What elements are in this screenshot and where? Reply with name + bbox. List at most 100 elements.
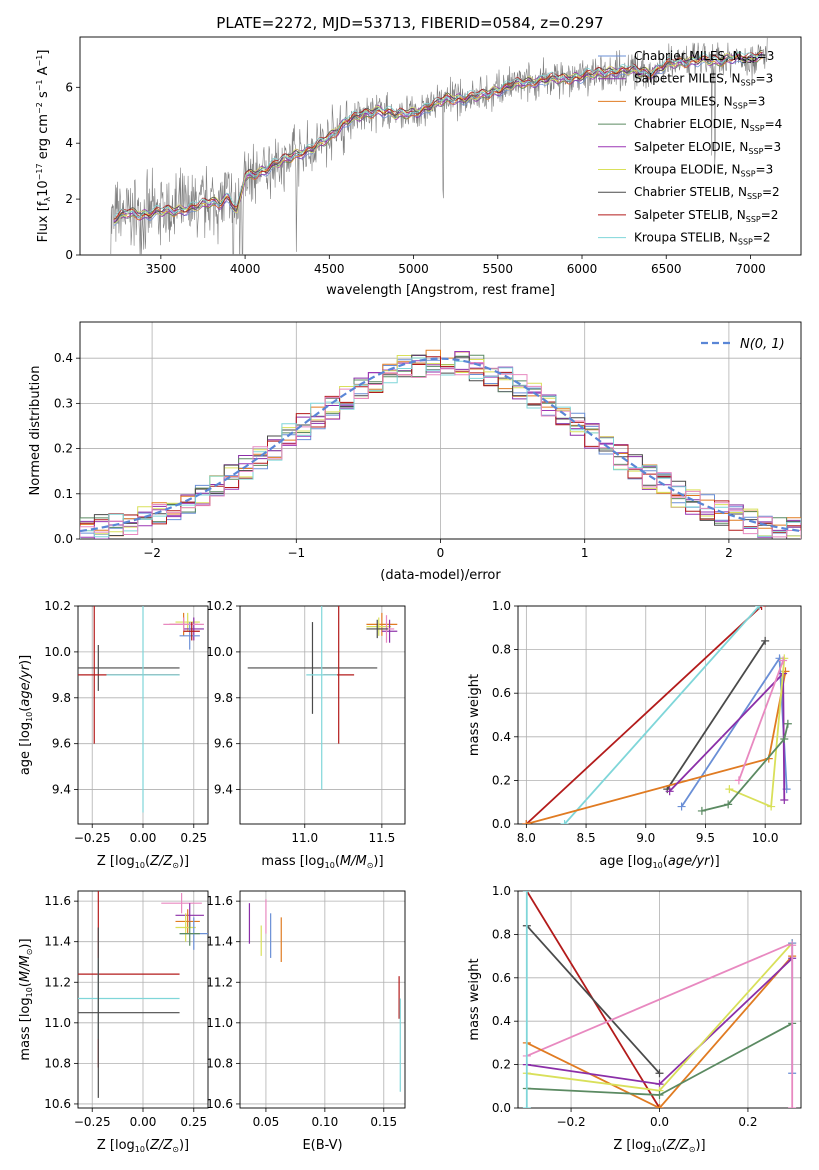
y-tick-label: 0.2 — [492, 1058, 511, 1072]
label-part: SSP — [738, 238, 753, 247]
x-tick-label: 0.2 — [738, 1115, 757, 1129]
y-tick-label: 0.0 — [492, 817, 511, 831]
label-part: SSP — [733, 101, 748, 110]
x-axis-label: age [log10(age/yr)] — [599, 854, 719, 870]
y-tick-label: 0.4 — [54, 351, 73, 365]
x-tick-label: 0.25 — [180, 1115, 207, 1129]
label-part: −1 — [35, 55, 44, 67]
y-tick-label: 0.0 — [492, 1101, 511, 1115]
label-part: Kroupa ELODIE, N — [634, 163, 741, 177]
label-part: =3 — [748, 94, 766, 108]
label-part: ( — [145, 854, 150, 869]
label-part: SSP — [746, 215, 761, 224]
y-tick-label: 11.0 — [206, 1016, 233, 1030]
weight-marker — [788, 1104, 797, 1108]
label-part: Kroupa MILES, N — [634, 94, 733, 108]
x-tick-label: 9.5 — [696, 831, 715, 845]
label-part: 10 — [25, 712, 34, 722]
x-tick-label: 0.25 — [180, 831, 207, 845]
label-part: 10 — [135, 1145, 145, 1154]
y-tick-label: 9.4 — [52, 783, 71, 797]
y-tick-label: 1.0 — [492, 884, 511, 898]
label-part: =3 — [763, 140, 781, 154]
y-tick-label: 10.6 — [206, 1097, 233, 1111]
y-tick-label: 11.2 — [44, 975, 71, 989]
y-tick-label: 0.8 — [492, 643, 511, 657]
label-part: ⊙ — [172, 1145, 179, 1154]
plot-area — [78, 891, 208, 1098]
panel-age_vs_Z: −0.25 0.00 0.25 9.4 9.6 9.8 10.0 10.2 — [44, 599, 209, 845]
model-spectrum-line — [113, 52, 763, 222]
y-tick-label: 2 — [65, 192, 73, 206]
x-tick-label: −0.25 — [74, 1115, 111, 1129]
y-tick-label: 9.4 — [214, 783, 233, 797]
x-axis-label: Z [log10(Z/Z⊙)] — [613, 1138, 705, 1154]
x-tick-label: 4500 — [314, 262, 345, 276]
y-tick-label: 10.8 — [44, 1056, 71, 1070]
panel-residuals: −2 −1 0 1 2 0.0 0.1 0.2 0.3 0.4 — [54, 321, 802, 560]
legend-label: Salpeter ELODIE, NSSP=3 — [634, 140, 781, 156]
residual-histogram — [80, 362, 801, 539]
weight-line — [526, 942, 793, 1057]
model-spectrum-line — [113, 52, 763, 220]
label-part: age [log — [599, 854, 652, 869]
weight-marker — [757, 606, 766, 610]
x-tick-label: 6000 — [567, 262, 598, 276]
y-tick-label: 11.2 — [206, 975, 233, 989]
label-part: Z/Z — [149, 854, 173, 869]
label-part: =3 — [756, 72, 774, 86]
label-part: )] — [18, 938, 33, 948]
y-tick-label: 9.6 — [52, 737, 71, 751]
weight-line — [563, 606, 760, 824]
weight-line — [680, 655, 788, 808]
weight-line — [666, 640, 766, 790]
y-tick-label: 10.0 — [44, 645, 71, 659]
x-tick-label: 0.15 — [370, 1115, 397, 1129]
plot-area — [247, 606, 398, 790]
panel-mass_vs_EBV: 0.05 0.10 0.15 10.6 10.8 11.0 11.2 11.4 11.6 — [206, 890, 406, 1129]
label-part: Salpeter ELODIE, N — [634, 140, 748, 154]
label-part: Kroupa STELIB, N — [634, 231, 738, 245]
label-part: ( — [335, 854, 340, 869]
label-part: Chabrier MILES, N — [634, 49, 742, 63]
y-tick-label: 10.0 — [206, 645, 233, 659]
plot-area — [78, 606, 204, 813]
y-tick-label: 4 — [65, 136, 73, 150]
label-part: s — [36, 91, 51, 102]
y-tick-label: 10.6 — [44, 1097, 71, 1111]
panel-age_vs_mass: 11.0 11.5 9.4 9.6 9.8 10.0 10.2 — [206, 599, 406, 845]
label-part: −2 — [35, 102, 44, 114]
x-tick-label: 11.5 — [369, 831, 396, 845]
label-part: SSP — [742, 56, 757, 65]
label-part: =2 — [761, 208, 779, 222]
weight-marker — [522, 820, 531, 824]
label-part: Flux [f — [36, 201, 51, 242]
x-tick-label: 5000 — [398, 262, 429, 276]
label-part: SSP — [747, 192, 762, 201]
x-tick-label: 8.0 — [517, 831, 536, 845]
label-part: 10 — [25, 987, 34, 997]
label-part: ⊙ — [689, 1145, 696, 1154]
y-tick-label: 0 — [65, 248, 73, 262]
label-part: age [log — [18, 722, 33, 775]
label-part: 10 — [651, 1145, 661, 1154]
x-tick-label: 8.5 — [577, 831, 596, 845]
y-tick-label: 10.2 — [44, 599, 71, 613]
x-tick-label: 10.0 — [752, 831, 779, 845]
label-part: λ — [43, 197, 52, 202]
label-part: ( — [145, 1138, 150, 1153]
label-part: mass [log — [261, 854, 324, 869]
weight-marker — [780, 654, 789, 663]
x-axis-label: wavelength [Angstrom, rest frame] — [326, 283, 555, 298]
label-part: ⊙ — [367, 861, 374, 870]
legend-label: Kroupa MILES, NSSP=3 — [634, 94, 765, 110]
label-part: )] — [179, 1138, 189, 1153]
y-tick-label: 0.8 — [492, 927, 511, 941]
label-part: )] — [695, 1138, 705, 1153]
label-part: A — [36, 66, 51, 79]
label-part: 10 — [325, 861, 335, 870]
plot-area — [80, 349, 801, 539]
weight-line — [526, 955, 793, 1108]
label-part: ( — [18, 707, 33, 712]
legend-label: Chabrier ELODIE, NSSP=4 — [634, 117, 782, 133]
